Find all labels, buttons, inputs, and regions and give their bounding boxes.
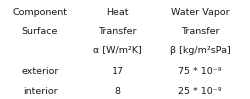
Text: interior: interior: [23, 87, 57, 96]
Text: 75 * 10⁻⁹: 75 * 10⁻⁹: [178, 67, 222, 76]
Text: Transfer: Transfer: [98, 27, 137, 36]
Text: β [kg/m²sPa]: β [kg/m²sPa]: [170, 46, 230, 55]
Text: exterior: exterior: [21, 67, 59, 76]
Text: 17: 17: [112, 67, 124, 76]
Text: 25 * 10⁻⁹: 25 * 10⁻⁹: [178, 87, 222, 96]
Text: α [W/m²K]: α [W/m²K]: [93, 46, 142, 55]
Text: Surface: Surface: [22, 27, 58, 36]
Text: Component: Component: [12, 8, 68, 17]
Text: 8: 8: [114, 87, 120, 96]
Text: Transfer: Transfer: [181, 27, 219, 36]
Text: Water Vapor: Water Vapor: [171, 8, 229, 17]
Text: Heat: Heat: [106, 8, 129, 17]
